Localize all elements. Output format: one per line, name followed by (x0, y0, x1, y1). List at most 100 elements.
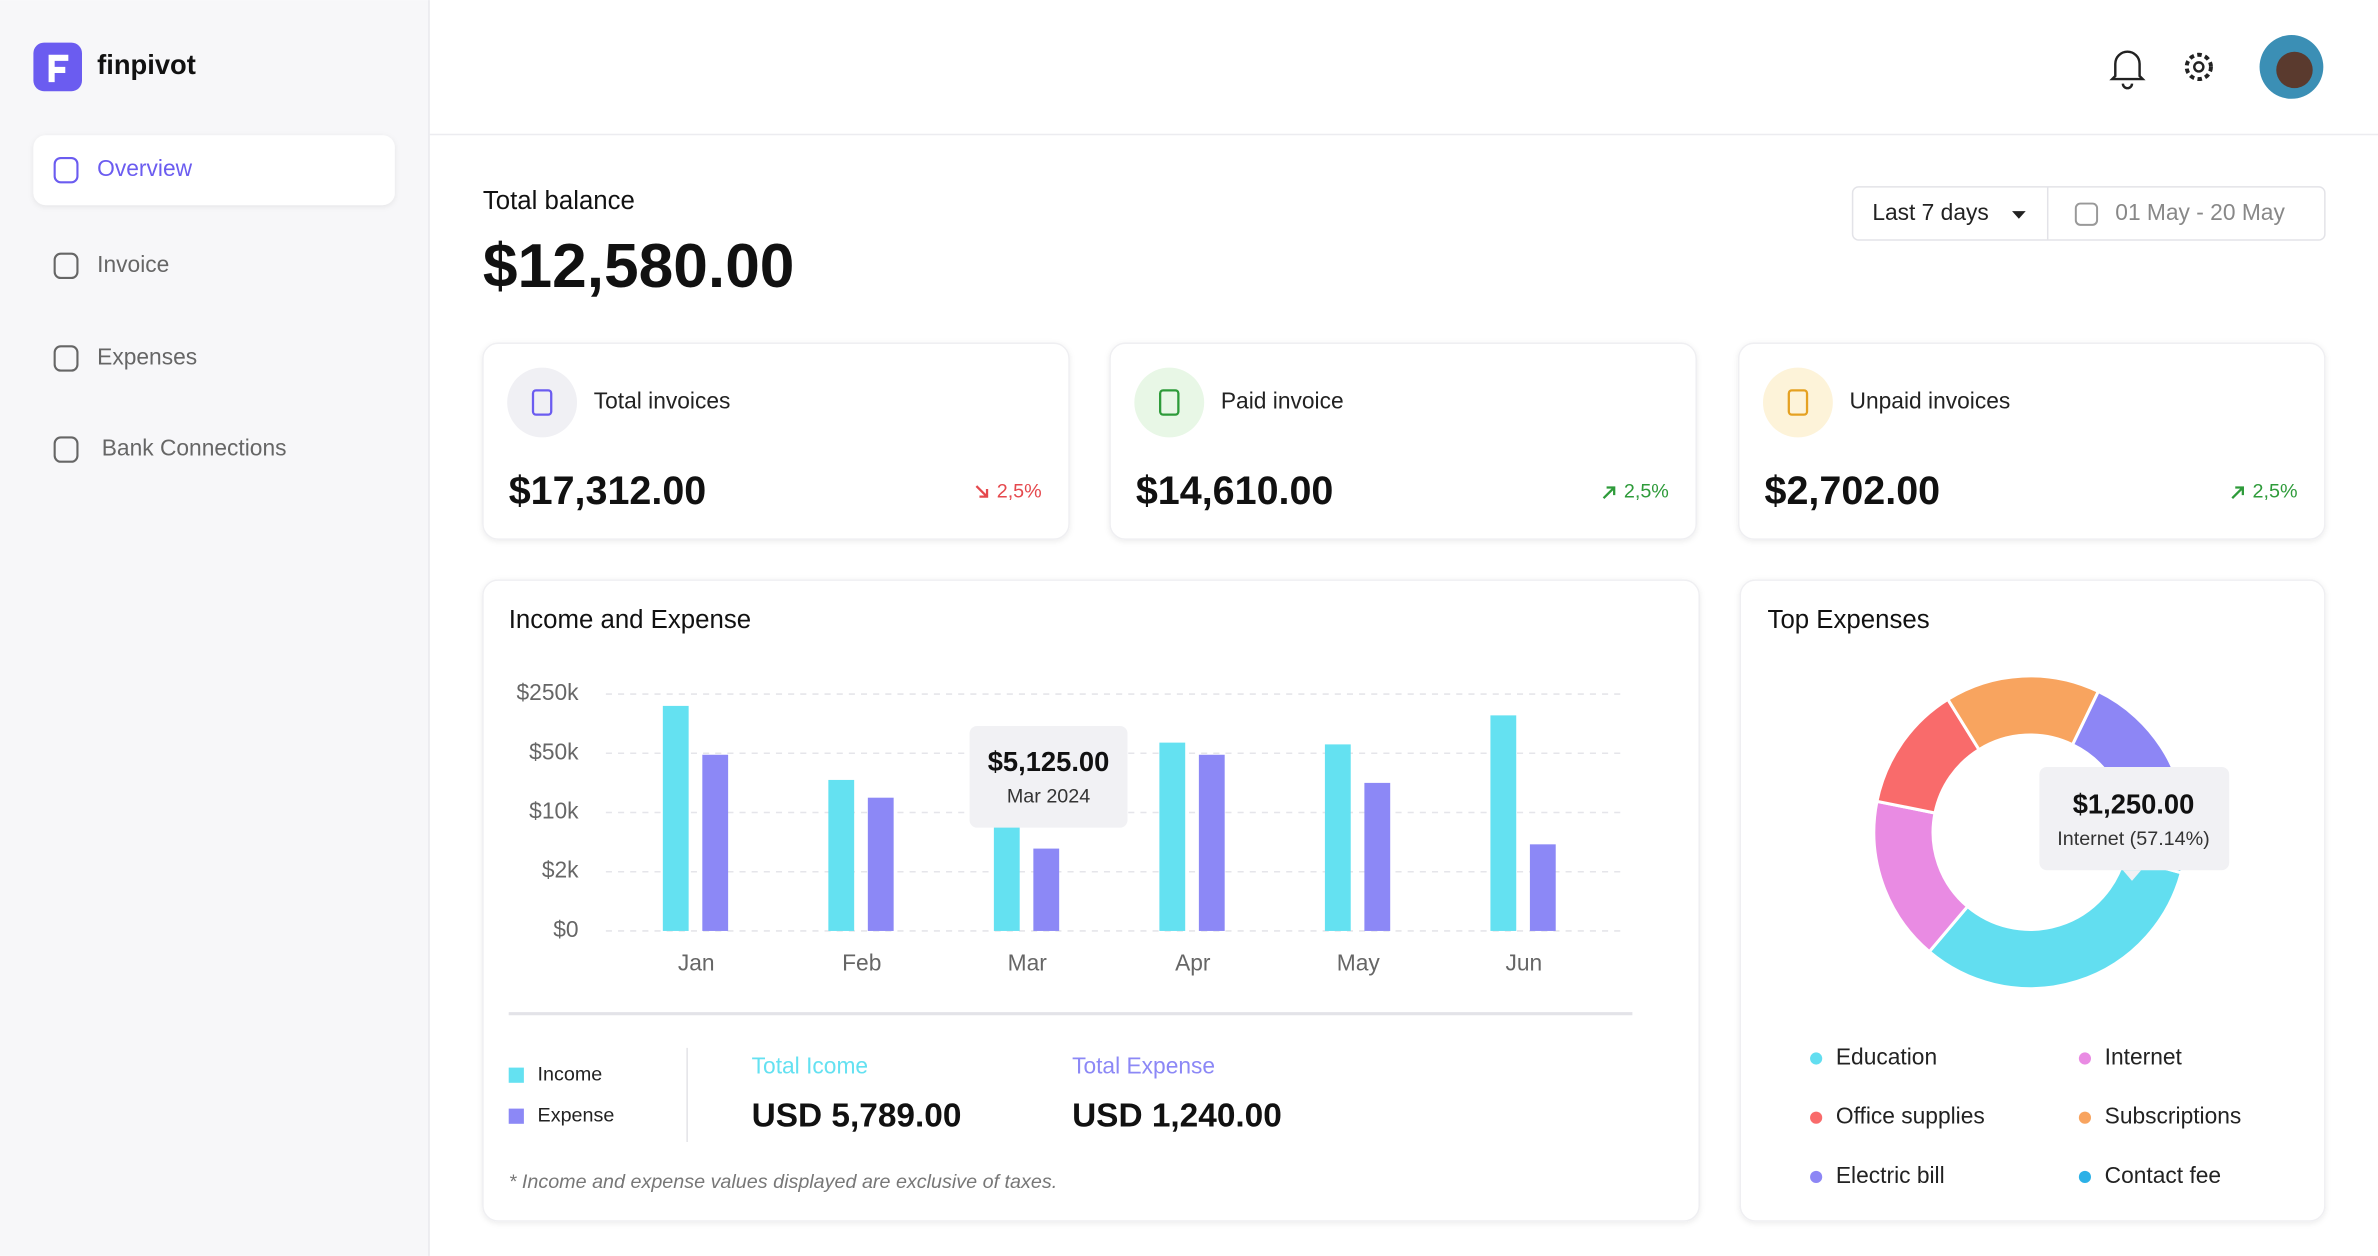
stat-card (482, 342, 1070, 540)
tooltip-tail (2122, 870, 2142, 881)
card-icon (531, 389, 553, 416)
legend-dot (1810, 1111, 1823, 1124)
nav-label: Expenses (97, 343, 197, 369)
tooltip (2039, 766, 2230, 871)
chart-card (1739, 579, 2326, 1222)
x-tick-label: Jun (1505, 949, 1542, 975)
nav-active (33, 135, 395, 206)
legend-dot (2078, 1111, 2091, 1124)
legend-label: Education (1836, 1044, 1937, 1070)
legend-label: Electric bill (1836, 1162, 1945, 1188)
y-tick-label: $2k (542, 857, 579, 883)
legend-label: Expense (538, 1104, 615, 1126)
bar (1324, 744, 1351, 931)
stat-card (1737, 342, 2326, 540)
settings-icon[interactable] (2184, 52, 2213, 82)
donut-segment (1927, 855, 2184, 991)
legend-dot (1810, 1170, 1823, 1184)
card-icon (1159, 389, 1180, 416)
x-tick-label: Jan (678, 949, 715, 975)
range-caret (2012, 211, 2026, 219)
card-label: Total invoices (594, 388, 731, 414)
card-amount: $14,610.00 (1136, 469, 1334, 513)
bar (828, 779, 855, 931)
legend-dot (2078, 1052, 2091, 1065)
nav-icon (53, 252, 79, 280)
tooltip-value: $5,125.00 (988, 746, 1110, 777)
card-icon-bg (1763, 367, 1833, 438)
trend-arrow (2231, 486, 2244, 499)
nav-icon (53, 436, 79, 463)
brand: finpivot (97, 49, 196, 80)
card-label: Paid invoice (1221, 388, 1344, 414)
tooltip (969, 725, 1128, 828)
nav-icon (53, 156, 79, 184)
card-change: 2,5% (1624, 480, 1669, 502)
y-tick-label: $250k (517, 679, 580, 705)
nav-item[interactable]: Invoice (53, 251, 170, 280)
bar (1490, 715, 1517, 931)
total-label: Total Icome (752, 1053, 868, 1079)
chart-title: Income and Expense (509, 606, 751, 634)
legend-swatch (508, 1067, 524, 1083)
range-select: Last 7 days (1872, 199, 1988, 225)
footnote: * Income and expense values displayed ar… (509, 1171, 1058, 1193)
date-filter[interactable] (1851, 186, 2326, 241)
bar (867, 797, 894, 931)
card-icon-bg (1134, 367, 1205, 438)
bar (1198, 754, 1225, 931)
card-icon (1787, 389, 1809, 416)
total-value: USD 5,789.00 (752, 1098, 962, 1135)
legend-swatch (508, 1108, 524, 1124)
nav-label: Bank Connections (102, 435, 287, 461)
x-tick-label: Feb (842, 949, 881, 975)
bar (1529, 844, 1556, 931)
legend-dot (2078, 1170, 2091, 1184)
stat-card (1109, 342, 1697, 540)
legend-label: Contact fee (2105, 1162, 2221, 1188)
bar (1159, 742, 1186, 931)
nav-icon (53, 345, 79, 372)
legend-label: Income (538, 1063, 603, 1085)
card-change: 2,5% (997, 480, 1042, 502)
bar (1364, 782, 1391, 931)
bar (1033, 848, 1060, 931)
total-value: USD 1,240.00 (1072, 1098, 1282, 1135)
tooltip-value: $1,250.00 (2073, 789, 2195, 820)
x-tick-label: May (1337, 949, 1381, 975)
nav-item[interactable]: Bank Connections (53, 435, 287, 463)
bar (702, 754, 729, 931)
card-label: Unpaid invoices (1850, 388, 2011, 414)
settings-hole (2193, 61, 2205, 73)
avatar-face (2276, 51, 2313, 89)
y-tick-label: $10k (529, 798, 579, 824)
card-change: 2,5% (2253, 480, 2298, 502)
y-tick-label: $50k (529, 738, 579, 764)
tooltip-caption: Internet (57.14%) (2057, 828, 2209, 850)
tooltip-caption: Mar 2024 (1007, 786, 1090, 808)
nav-label: Overview (97, 155, 192, 181)
y-tick-label: $0 (553, 916, 578, 942)
chart-title: Top Expenses (1768, 606, 1930, 634)
legend-label: Office supplies (1836, 1103, 1985, 1129)
x-tick-label: Mar (1008, 949, 1048, 975)
balance-title: Total balance (483, 187, 635, 215)
nav-item[interactable]: Overview (33, 135, 395, 206)
card-icon-bg (507, 367, 578, 438)
legend-label: Internet (2105, 1044, 2183, 1070)
date-range: 01 May - 20 May (2115, 199, 2285, 225)
legend-label: Subscriptions (2105, 1103, 2242, 1129)
legend-dot (1810, 1052, 1823, 1065)
calendar-icon (2074, 202, 2099, 226)
sidebar (0, 0, 429, 1256)
card-amount: $17,312.00 (509, 469, 707, 513)
chart-card (482, 579, 1700, 1222)
trend-arrow (1602, 486, 1616, 499)
x-tick-label: Apr (1175, 949, 1211, 975)
nav-item[interactable]: Expenses (53, 343, 198, 372)
nav-label: Invoice (97, 251, 169, 277)
bell-icon[interactable] (2109, 50, 2146, 90)
card-amount: $2,702.00 (1765, 469, 1941, 513)
total-label: Total Expense (1072, 1053, 1215, 1079)
